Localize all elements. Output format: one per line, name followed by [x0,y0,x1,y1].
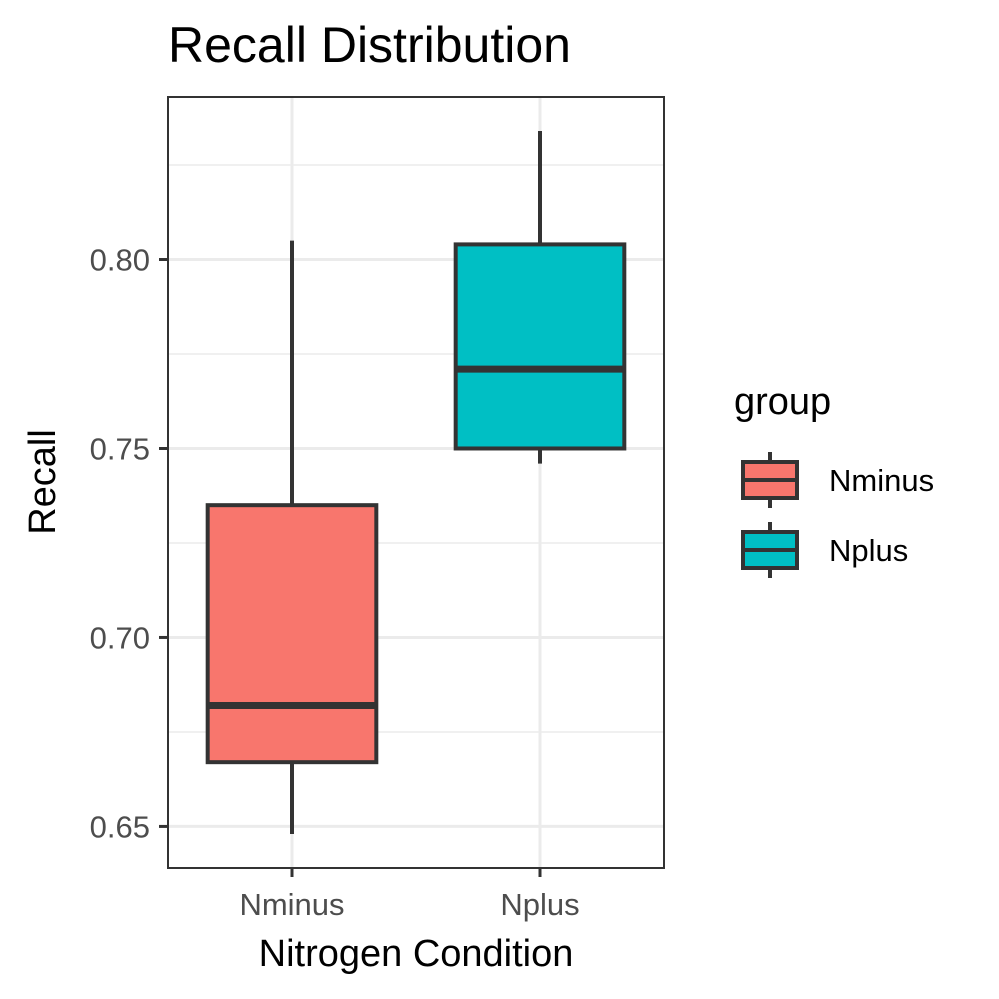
box-body [453,242,627,451]
y-tick-label: 0.70 [90,620,150,655]
y-tick-label: 0.65 [90,809,150,844]
box-nplus [453,131,627,464]
legend-label: Nminus [829,463,934,498]
legend-label: Nplus [829,533,908,568]
x-axis-title: Nitrogen Condition [259,933,574,975]
x-tick-label: Nplus [500,887,579,922]
x-tick-label: Nminus [239,887,344,922]
y-axis-title: Recall [22,429,64,535]
legend-item-nminus: Nminus [741,452,934,508]
y-tick-label: 0.75 [90,431,150,466]
panel-border [167,96,665,869]
plot-panel: 0.65 0.70 0.75 0.80 Nminus Nplus [90,96,665,922]
box-nminus [205,240,379,834]
box-body [205,503,379,765]
legend-title: group [734,381,831,423]
y-tick-label: 0.80 [90,243,150,278]
legend-item-nplus: Nplus [741,522,908,578]
legend: group Nminus Nplus [734,381,934,578]
chart-title: Recall Distribution [168,17,571,73]
